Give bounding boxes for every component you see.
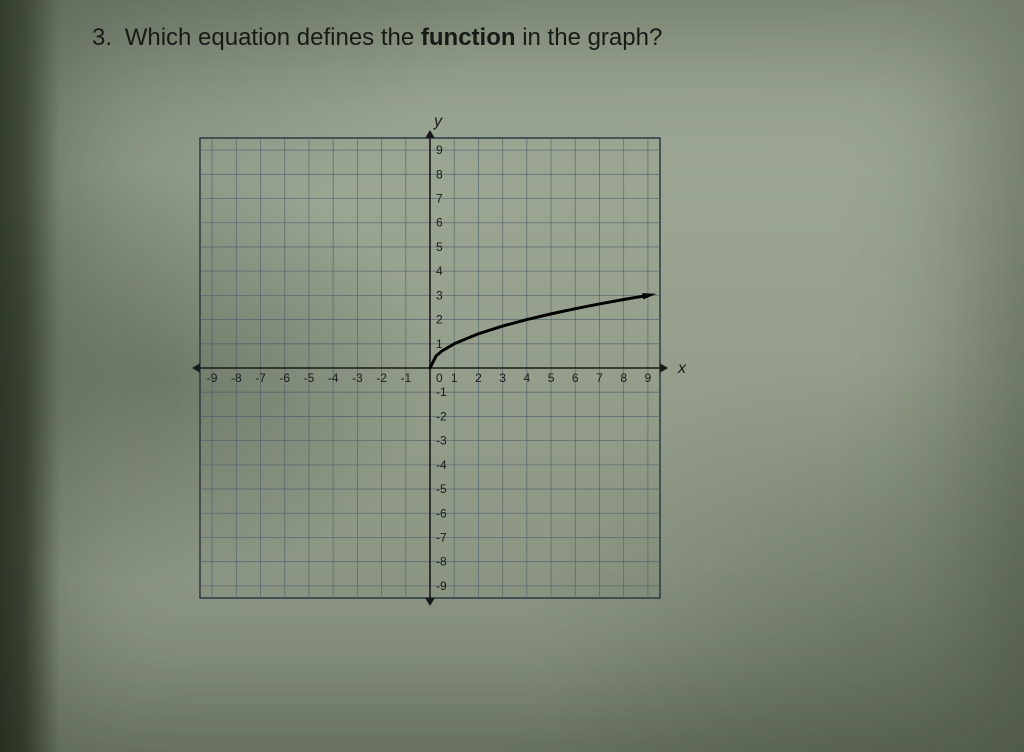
x-tick-label: 2 bbox=[475, 371, 482, 385]
x-tick-label: -7 bbox=[255, 371, 266, 385]
question-text: 3. Which equation defines the function i… bbox=[92, 24, 662, 52]
y-tick-label: -4 bbox=[436, 458, 447, 472]
x-axis-label: x bbox=[677, 360, 687, 377]
x-tick-label: 7 bbox=[596, 371, 603, 385]
x-tick-label: 4 bbox=[523, 371, 530, 385]
x-axis-arrow-left bbox=[192, 363, 200, 373]
function-curve bbox=[430, 295, 648, 368]
y-axis-arrow-up bbox=[425, 130, 435, 138]
x-tick-label: -1 bbox=[400, 371, 411, 385]
x-tick-label: 3 bbox=[499, 371, 506, 385]
y-tick-label: -9 bbox=[436, 579, 447, 593]
x-tick-label: -4 bbox=[328, 371, 339, 385]
y-axis-arrow-down bbox=[425, 598, 435, 606]
x-tick-label: -8 bbox=[231, 371, 242, 385]
y-tick-label: -5 bbox=[436, 482, 447, 496]
question-number: 3. bbox=[92, 24, 112, 51]
y-tick-label: 7 bbox=[436, 192, 443, 206]
x-tick-label: -5 bbox=[304, 371, 315, 385]
x-tick-label: 8 bbox=[620, 371, 627, 385]
coordinate-graph: -9 -8 -7 -6 -5 -4 -3 -2 -1 1 2 3 4 5 6 7 8 9 1 2 3 4 5 6 7 8 9 -1 -2… bbox=[170, 108, 690, 628]
y-tick-label: 8 bbox=[436, 167, 443, 181]
origin-label: 0 bbox=[436, 371, 443, 385]
y-tick-label: 3 bbox=[436, 288, 443, 302]
y-tick-label: 6 bbox=[436, 216, 443, 230]
curve-arrowhead bbox=[642, 293, 656, 299]
y-tick-label: -1 bbox=[436, 385, 447, 399]
y-tick-label: -8 bbox=[436, 555, 447, 569]
y-tick-label: -2 bbox=[436, 409, 447, 423]
x-tick-label: -2 bbox=[376, 371, 387, 385]
x-tick-label: 1 bbox=[451, 371, 458, 385]
graph-container: -9 -8 -7 -6 -5 -4 -3 -2 -1 1 2 3 4 5 6 7 8 9 1 2 3 4 5 6 7 8 9 -1 -2… bbox=[170, 108, 690, 628]
y-tick-label: 5 bbox=[436, 240, 443, 254]
x-tick-label: 5 bbox=[548, 371, 555, 385]
x-axis-arrow-right bbox=[660, 363, 668, 373]
y-axis-label: y bbox=[433, 113, 443, 130]
question-body: Which equation defines the function in t… bbox=[125, 24, 663, 51]
photo-left-edge bbox=[0, 0, 60, 752]
y-tick-label: -7 bbox=[436, 530, 447, 544]
y-tick-label: 1 bbox=[436, 337, 443, 351]
x-tick-label: 9 bbox=[645, 371, 652, 385]
x-tick-label: -6 bbox=[279, 371, 290, 385]
y-tick-label: 4 bbox=[436, 264, 443, 278]
x-tick-label: -9 bbox=[207, 371, 218, 385]
y-tick-label: -3 bbox=[436, 434, 447, 448]
y-tick-label: 2 bbox=[436, 313, 443, 327]
x-tick-label: -3 bbox=[352, 371, 363, 385]
y-tick-label: 9 bbox=[436, 143, 443, 157]
y-tick-label: -6 bbox=[436, 506, 447, 520]
x-tick-label: 6 bbox=[572, 371, 579, 385]
